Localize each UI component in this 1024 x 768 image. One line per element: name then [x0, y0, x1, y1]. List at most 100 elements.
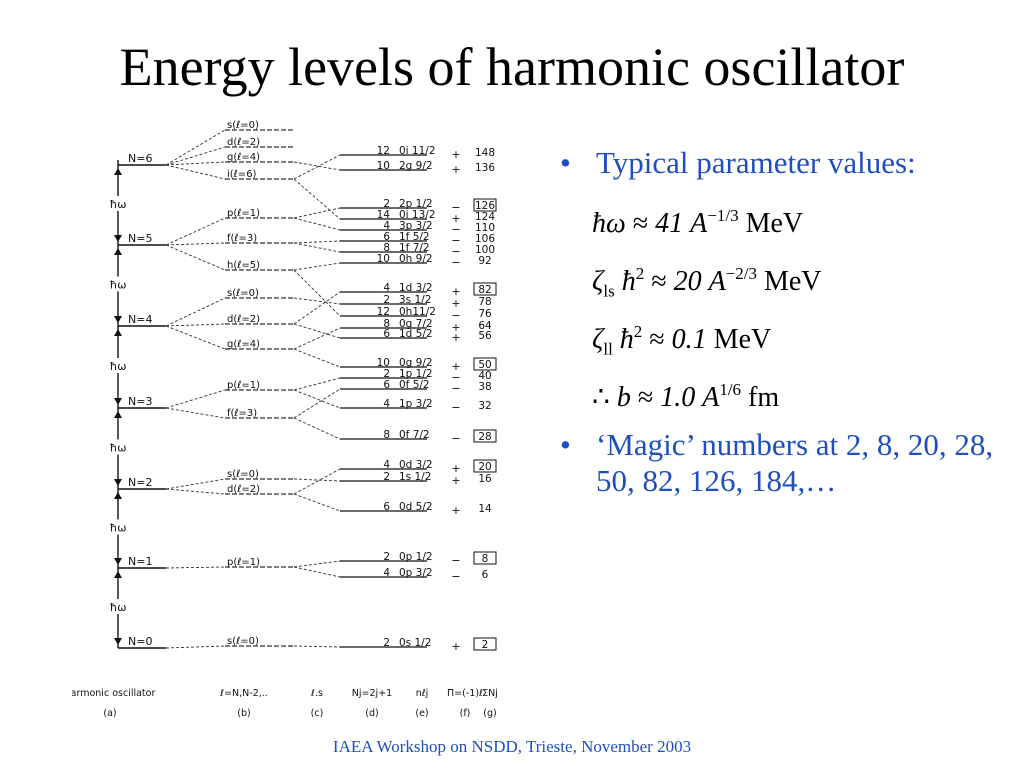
orbital-label: f(ℓ=3) — [227, 408, 257, 419]
magic-number-box — [473, 357, 497, 371]
level-parity: + — [451, 360, 460, 373]
magic-number-box — [473, 198, 497, 212]
arrow-up-icon — [114, 168, 122, 175]
column-header: ℓ.s — [311, 688, 323, 699]
level-cumulative-count: 106 — [475, 233, 495, 245]
hbar-omega-label: ħω — [110, 442, 127, 455]
splitting-connector — [165, 242, 226, 246]
eq3-unit: MeV — [713, 324, 772, 355]
eq4-value: 1.0 — [660, 382, 696, 413]
eq4-exp: 1/6 — [719, 380, 742, 399]
eq1-exp: −1/3 — [707, 206, 739, 225]
level-nlj: 3p 3/2 — [399, 220, 433, 232]
spin-orbit-connector — [293, 493, 341, 512]
level-parity: − — [451, 309, 460, 322]
orbital-label: s(ℓ=0) — [227, 120, 259, 131]
spin-orbit-connector — [293, 388, 341, 419]
spin-orbit-connector — [293, 560, 341, 568]
spin-orbit-connector — [293, 217, 341, 231]
splitting-connector — [165, 389, 226, 409]
level-cumulative-count: 100 — [475, 244, 495, 256]
level-parity: − — [451, 245, 460, 258]
hbar-label-bg — [104, 196, 132, 211]
shell-label: N=2 — [128, 476, 152, 489]
hbar-omega-label: ħω — [110, 198, 127, 211]
level-parity: − — [451, 554, 460, 567]
magic-number-box — [473, 551, 497, 565]
level-nlj: 1p 3/2 — [399, 398, 433, 410]
hbar-omega-label: ħω — [110, 279, 127, 292]
energy-level-svg: ħω ħω ħω ħω ħω ħω N=6 s(ℓ=0) d(ℓ=2) g(ℓ=4) i(ℓ=6) N… — [72, 120, 498, 719]
level-degeneracy: 4 — [383, 459, 390, 471]
column-header: Π=(-1)ℓ — [447, 688, 483, 699]
splitting-connector — [165, 478, 226, 490]
eq2-exp: −2/3 — [725, 264, 757, 283]
spin-orbit-connector — [293, 468, 341, 495]
arrow-up-icon — [114, 571, 122, 578]
spin-orbit-connector — [293, 566, 341, 578]
level-cumulative-count: 14 — [478, 503, 492, 515]
shell-label: N=4 — [128, 313, 152, 326]
orbital-label: g(ℓ=4) — [227, 152, 260, 163]
splitting-connector — [165, 161, 226, 166]
level-nlj: 1p 1/2 — [399, 368, 433, 380]
splitting-connector — [165, 325, 226, 350]
spin-orbit-connector — [293, 154, 341, 180]
level-parity: − — [451, 223, 460, 236]
level-nlj: 0h 9/2 — [399, 253, 433, 265]
level-parity: + — [451, 297, 460, 310]
splitting-connector — [165, 488, 226, 495]
level-nlj: 0d 5/2 — [399, 501, 433, 513]
level-parity: + — [451, 640, 460, 653]
level-cumulative-count: 20 — [478, 461, 491, 473]
splitting-connector — [165, 297, 226, 327]
arrow-down-icon — [114, 558, 122, 565]
level-nlj: 0i 13/2 — [399, 209, 436, 221]
level-cumulative-count: 124 — [475, 211, 495, 223]
column-header: nℓj — [416, 688, 429, 699]
level-degeneracy: 8 — [383, 318, 390, 330]
level-degeneracy: 8 — [383, 429, 390, 441]
level-nlj: 2p 1/2 — [399, 198, 433, 210]
splitting-connector — [165, 164, 226, 180]
orbital-label: g(ℓ=4) — [227, 339, 260, 350]
orbital-label: d(ℓ=2) — [227, 484, 260, 495]
eq1-lhs: ħω — [592, 208, 626, 239]
column-header: harmonic oscillator — [72, 688, 155, 699]
splitting-connector — [165, 244, 226, 271]
level-parity: − — [451, 570, 460, 583]
hbar-omega-label: ħω — [110, 522, 127, 535]
level-degeneracy: 6 — [383, 501, 390, 513]
eq2-hbar: ħ — [621, 266, 636, 297]
level-cumulative-count: 136 — [475, 162, 495, 174]
level-cumulative-count: 32 — [478, 400, 491, 412]
level-degeneracy: 4 — [383, 567, 390, 579]
splitting-connector — [165, 146, 226, 166]
level-nlj: 1f 5/2 — [399, 231, 430, 243]
spin-orbit-connector — [293, 291, 341, 325]
level-degeneracy: 2 — [383, 551, 390, 563]
arrow-down-icon — [114, 316, 122, 323]
level-cumulative-count: 78 — [478, 296, 491, 308]
level-cumulative-count: 8 — [482, 553, 489, 565]
level-parity: − — [451, 382, 460, 395]
level-degeneracy: 2 — [383, 294, 390, 306]
energy-level-diagram: ħω ħω ħω ħω ħω ħω N=6 s(ℓ=0) d(ℓ=2) g(ℓ=4) i(ℓ=6) N… — [72, 118, 522, 730]
level-parity: + — [451, 321, 460, 334]
level-nlj: 0f 5/2 — [399, 379, 430, 391]
level-degeneracy: 2 — [383, 637, 390, 649]
spin-orbit-connector — [293, 323, 341, 339]
level-nlj: 0p 3/2 — [399, 567, 433, 579]
bullet-list: Typical parameter values: ħω ≈ 41 A−1/3 … — [560, 145, 1000, 499]
spin-orbit-connector — [293, 417, 341, 440]
eq2-value: 20 — [673, 266, 702, 297]
level-parity: + — [451, 148, 460, 161]
equation-b: ∴ b ≈ 1.0 A1/6 fm — [592, 380, 780, 413]
level-parity: − — [451, 256, 460, 269]
eq2-unit: MeV — [763, 266, 822, 297]
splitting-connector — [165, 407, 226, 419]
level-parity: − — [451, 401, 460, 414]
equation-zeta-ll: ζll ħ2 ≈ 0.1 MeV — [592, 322, 772, 359]
shell-label: N=3 — [128, 395, 152, 408]
spin-orbit-connector — [293, 161, 341, 171]
